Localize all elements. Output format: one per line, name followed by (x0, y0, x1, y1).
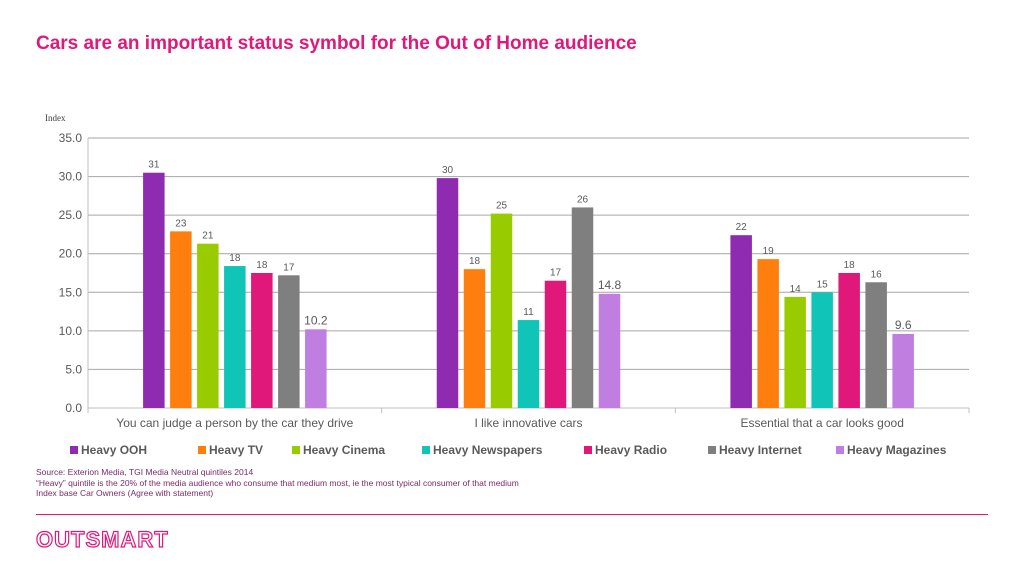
bar (892, 333, 914, 408)
bar (730, 235, 752, 408)
data-label: 17 (550, 268, 562, 279)
data-label: 23 (175, 218, 187, 229)
data-label: 21 (202, 231, 214, 242)
legend-item: Heavy TV (198, 443, 263, 457)
legend-swatch (708, 446, 716, 454)
bar (251, 273, 273, 408)
legend-label: Heavy Internet (719, 443, 802, 457)
y-tick-label: 10.0 (59, 324, 83, 338)
bar (143, 172, 165, 408)
legend-item: Heavy Cinema (292, 443, 385, 457)
legend-item: Heavy Newspapers (422, 443, 542, 457)
x-category-label: Essential that a car looks good (740, 416, 903, 430)
legend-label: Heavy Cinema (303, 443, 386, 457)
data-label: 30 (442, 165, 454, 176)
bar (436, 178, 459, 408)
legend-label: Heavy TV (209, 443, 264, 457)
y-tick-label: 25.0 (59, 208, 83, 222)
bar (197, 243, 219, 408)
data-label: 10.2 (304, 313, 328, 327)
data-label: 14 (790, 284, 802, 295)
data-label: 19 (763, 246, 775, 257)
legend-label: Heavy OOH (81, 443, 148, 457)
bar (757, 259, 779, 408)
legend-swatch (292, 446, 300, 454)
bar (544, 280, 567, 408)
data-label: 17 (283, 262, 295, 273)
data-label: 16 (871, 269, 883, 280)
y-tick-label: 35.0 (59, 131, 83, 145)
bar (517, 320, 540, 408)
footnote-source: Source: Exterion Media, TGI Media Neutra… (36, 467, 254, 477)
bar (865, 282, 887, 408)
y-axis-title: Index (45, 113, 66, 123)
data-label: 11 (523, 307, 534, 318)
y-tick-label: 0.0 (65, 401, 82, 415)
data-label: 31 (148, 160, 160, 171)
data-label: 9.6 (895, 318, 912, 332)
bar (571, 207, 594, 408)
y-tick-label: 20.0 (59, 247, 83, 261)
data-label: 18 (229, 253, 241, 264)
data-label: 18 (256, 260, 268, 271)
legend-label: Heavy Radio (595, 443, 668, 457)
bar (463, 269, 486, 408)
legend-item: Heavy OOH (70, 443, 147, 457)
data-label: 14.8 (598, 278, 622, 292)
x-category-label: I like innovative cars (474, 416, 582, 430)
legend-swatch (836, 446, 844, 454)
legend-item: Heavy Magazines (836, 443, 946, 457)
data-label: 18 (844, 260, 856, 271)
legend-swatch (198, 446, 206, 454)
bar-chart: Index 0.0 5.0 10.0 15.0 20.0 25.0 30.0 35.0 31 23 2… (45, 113, 970, 430)
data-label: 26 (577, 194, 589, 205)
data-label: 22 (736, 222, 748, 233)
y-tick-label: 30.0 (59, 170, 83, 184)
footnote-definition: “Heavy” quintile is the 20% of the media… (36, 477, 519, 488)
legend-label: Heavy Magazines (847, 443, 947, 457)
bar (838, 273, 860, 408)
footnote-base: Index base Car Owners (Agree with statem… (36, 488, 214, 498)
bar (490, 213, 513, 408)
legend-swatch (584, 446, 592, 454)
legend-item: Heavy Radio (584, 443, 667, 457)
bar (598, 293, 621, 408)
bar (170, 231, 192, 408)
x-category-label: You can judge a person by the car they d… (116, 416, 353, 430)
data-label: 15 (817, 279, 829, 290)
legend-swatch (70, 446, 78, 454)
footnotes: Source: Exterion Media, TGI Media Neutra… (36, 467, 519, 499)
bar (224, 266, 246, 408)
outsmart-logo: OUTSMART (35, 526, 169, 552)
bar (784, 296, 806, 408)
legend-label: Heavy Newspapers (433, 443, 543, 457)
y-tick-label: 5.0 (65, 362, 82, 376)
bar (305, 329, 327, 408)
legend-swatch (422, 446, 430, 454)
bar (278, 275, 300, 408)
data-label: 18 (469, 256, 481, 267)
y-tick-label: 15.0 (59, 285, 83, 299)
data-label: 25 (496, 201, 508, 212)
footer-divider (36, 514, 988, 515)
bar (811, 292, 833, 408)
legend-item: Heavy Internet (708, 443, 802, 457)
page-title: Cars are an important status symbol for … (36, 33, 637, 54)
